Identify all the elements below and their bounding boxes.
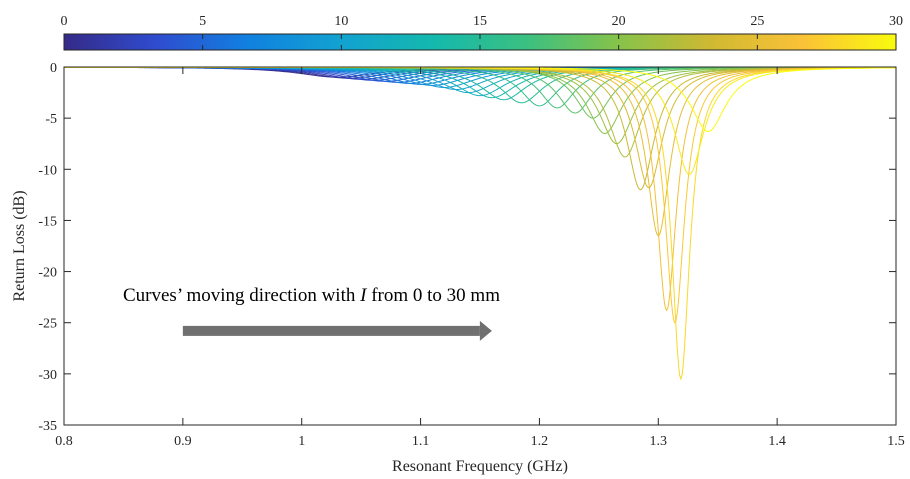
x-tick-label: 1.1 xyxy=(412,434,430,449)
colorbar-ticks: 0 5 10 15 20 25 30 xyxy=(61,14,903,50)
colorbar-tick-label: 20 xyxy=(612,14,626,29)
annotation-text: Curves’ moving direction with I from 0 t… xyxy=(123,285,500,306)
y-tick-label: -25 xyxy=(38,317,57,332)
y-axis-ticks: 0 -5 -10 -15 -20 -25 -30 -35 xyxy=(38,61,896,434)
plot-frame xyxy=(64,67,896,425)
plot-border xyxy=(63,66,897,426)
arrow-shaft xyxy=(182,325,480,336)
x-tick-label: 1.3 xyxy=(650,434,668,449)
x-tick-label: 1.5 xyxy=(887,434,905,449)
colorbar-tick-label: 5 xyxy=(199,14,206,29)
y-tick-label: -5 xyxy=(45,112,57,127)
colorbar-tick-label: 15 xyxy=(473,14,487,29)
plot-area: 0.8 0.9 1 1.1 1.2 1.3 1.4 1.5 0 -5 -10 -15 -20 -25 -3… xyxy=(38,61,904,449)
x-tick-label: 0.8 xyxy=(55,434,73,449)
arrow-head xyxy=(479,320,492,341)
x-tick-label: 1.4 xyxy=(768,434,786,449)
x-axis-ticks: 0.8 0.9 1 1.1 1.2 1.3 1.4 1.5 xyxy=(55,67,905,449)
x-axis-title: Resonant Frequency (GHz) xyxy=(392,458,568,475)
y-tick-label: -35 xyxy=(38,419,57,434)
x-tick-label: 1 xyxy=(298,434,305,449)
y-tick-label: 0 xyxy=(50,61,57,76)
direction-arrow xyxy=(182,320,492,341)
x-tick-label: 1.2 xyxy=(531,434,549,449)
colorbar-tick-label: 0 xyxy=(61,14,68,29)
y-tick-label: -15 xyxy=(38,214,57,229)
y-tick-label: -20 xyxy=(38,266,57,281)
colorbar-tick-label: 25 xyxy=(750,14,764,29)
colorbar-tick-label: 30 xyxy=(889,14,903,29)
colorbar-tick-label: 10 xyxy=(334,14,348,29)
y-tick-label: -10 xyxy=(38,163,57,178)
annotation: Curves’ moving direction with I from 0 t… xyxy=(123,285,500,341)
y-axis-title: Return Loss (dB) xyxy=(11,190,28,301)
x-tick-label: 0.9 xyxy=(174,434,192,449)
colorbar: 0 5 10 15 20 25 30 xyxy=(61,14,903,51)
y-tick-label: -30 xyxy=(38,368,57,383)
